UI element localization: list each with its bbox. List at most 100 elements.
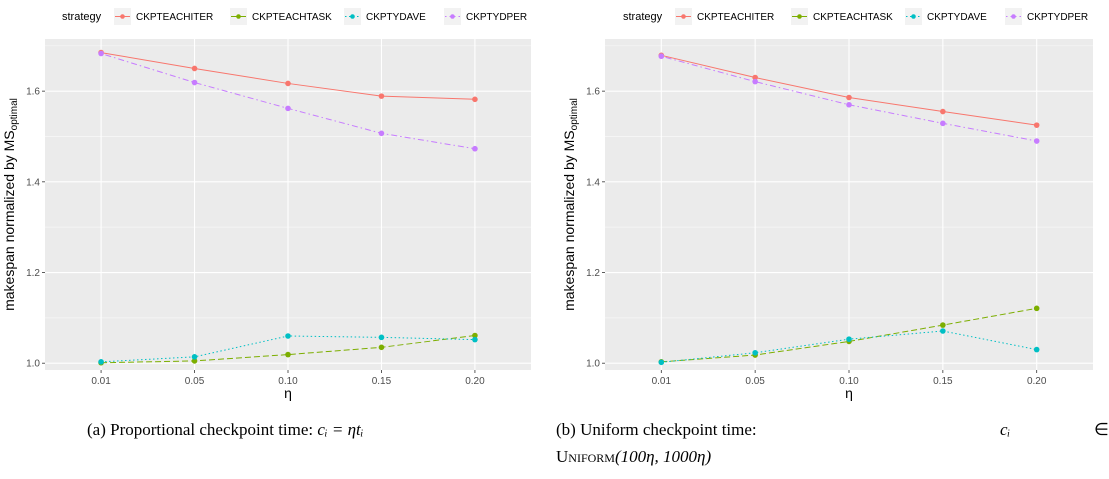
legend-entry: CKPTYDAVE bbox=[905, 8, 987, 25]
legend-label: CKPTEACHTASK bbox=[813, 12, 893, 23]
legend-label: CKPTEACHITER bbox=[697, 12, 774, 23]
x-tick-label: 0.01 bbox=[652, 376, 672, 387]
data-point bbox=[658, 53, 665, 60]
data-point bbox=[1033, 138, 1040, 144]
y-tick-label: 1.2 bbox=[586, 268, 600, 279]
series-ckptydper bbox=[98, 50, 478, 152]
x-tick-label: 0.15 bbox=[372, 376, 392, 387]
caption-b: (b) Uniform checkpoint time: cᵢ ∈ Unifor… bbox=[556, 420, 1109, 466]
caption-b-uniform: Uniform bbox=[556, 447, 615, 466]
series-line bbox=[661, 307, 1037, 363]
caption-a: (a) Proportional checkpoint time: cᵢ = η… bbox=[87, 420, 363, 439]
legend-key-point bbox=[911, 14, 916, 19]
x-tick-label: 0.20 bbox=[465, 376, 485, 387]
y-axis-title-sub: optimal bbox=[569, 98, 580, 130]
legend-key-point bbox=[350, 14, 355, 19]
data-point bbox=[940, 108, 946, 115]
data-point bbox=[191, 79, 198, 86]
legend-label: CKPTYDAVE bbox=[927, 12, 987, 23]
caption-b-prefix: (b) Uniform checkpoint time: bbox=[556, 420, 757, 439]
legend-entry: CKPTEACHTASK bbox=[230, 8, 332, 25]
legend-entry: CKPTYDAVE bbox=[344, 8, 426, 25]
caption-b-elem: ∈ bbox=[1094, 420, 1109, 439]
x-tick-label: 0.01 bbox=[91, 376, 111, 387]
caption-b-range: (100η, 1000η) bbox=[615, 447, 712, 466]
y-axis-title-sub: optimal bbox=[9, 98, 20, 130]
legend-entry: CKPTEACHTASK bbox=[791, 8, 893, 25]
y-tick-label: 1.4 bbox=[26, 177, 40, 188]
data-point bbox=[285, 351, 291, 358]
x-tick-label: 0.20 bbox=[1027, 376, 1047, 387]
x-axis-title: η bbox=[284, 385, 292, 401]
x-tick-label: 0.10 bbox=[278, 376, 298, 387]
data-point bbox=[378, 334, 385, 341]
data-point bbox=[191, 354, 198, 360]
legend-right: strategy CKPTEACHITER CKPTEACHTASK CKPTYDA… bbox=[623, 8, 1088, 25]
legend-entry: CKPTYDPER bbox=[1005, 8, 1088, 25]
y-tick-label: 1.4 bbox=[586, 177, 600, 188]
data-point bbox=[378, 344, 385, 351]
data-point bbox=[940, 328, 946, 334]
data-point bbox=[846, 94, 852, 101]
data-point bbox=[1033, 346, 1040, 353]
data-point bbox=[285, 333, 291, 339]
y-axis-title: makespan normalized by MSoptimal bbox=[1, 98, 20, 311]
data-point bbox=[472, 145, 478, 152]
data-point bbox=[752, 74, 758, 81]
y-tick-label: 1.2 bbox=[26, 268, 40, 279]
data-point bbox=[98, 50, 104, 57]
data-point bbox=[752, 78, 758, 85]
chart-panel-a: 1.0 1.2 1.4 1.6 0.01 0.05 0.10 0.15 0.20 η makespa… bbox=[1, 39, 531, 401]
data-point bbox=[378, 130, 385, 137]
x-tick-label: 0.05 bbox=[185, 376, 205, 387]
x-tick-label: 0.10 bbox=[839, 376, 859, 387]
data-point bbox=[98, 359, 104, 365]
data-point bbox=[472, 332, 478, 339]
y-tick-label: 1.0 bbox=[26, 359, 40, 370]
caption-a-math: cᵢ = ηtᵢ bbox=[317, 420, 363, 439]
legend-label: CKPTEACHITER bbox=[136, 12, 213, 23]
caption-b-ci: cᵢ bbox=[1000, 420, 1010, 439]
y-axis-title-main: makespan normalized by MS bbox=[1, 130, 17, 311]
x-axis-title: η bbox=[845, 385, 853, 401]
legend-title: strategy bbox=[62, 11, 102, 23]
legend-entry: CKPTEACHITER bbox=[114, 8, 213, 25]
data-point bbox=[1033, 305, 1040, 312]
legend-entry: CKPTYDPER bbox=[444, 8, 527, 25]
data-point bbox=[191, 358, 198, 364]
gridlines bbox=[605, 39, 1093, 370]
legend-title: strategy bbox=[623, 11, 663, 23]
data-point bbox=[378, 93, 385, 99]
legend-label: CKPTYDPER bbox=[466, 12, 527, 23]
legend-left: strategy CKPTEACHITER CKPTEACHTASK CKPTYDA… bbox=[62, 8, 527, 25]
y-tick-label: 1.6 bbox=[586, 87, 600, 98]
series-ckptydave bbox=[98, 333, 478, 365]
data-point bbox=[752, 349, 758, 356]
x-tick-label: 0.15 bbox=[933, 376, 953, 387]
legend-key-point bbox=[1011, 14, 1016, 19]
data-point bbox=[285, 105, 291, 112]
data-point bbox=[658, 359, 665, 366]
data-point bbox=[191, 65, 198, 72]
data-point bbox=[472, 96, 478, 103]
data-point bbox=[846, 336, 852, 342]
data-point bbox=[846, 101, 852, 108]
y-axis-title: makespan normalized by MSoptimal bbox=[561, 98, 580, 311]
legend-key-point bbox=[450, 14, 455, 19]
legend-label: CKPTYDAVE bbox=[366, 12, 426, 23]
data-point bbox=[940, 120, 946, 127]
series-ckptydper bbox=[658, 53, 1040, 144]
svg-text:Uniform(100η, 1000η): Uniform(100η, 1000η) bbox=[556, 447, 711, 466]
legend-entry: CKPTEACHITER bbox=[675, 8, 774, 25]
caption-a-prefix: (a) Proportional checkpoint time: bbox=[87, 420, 317, 439]
chart-panel-b: 1.0 1.2 1.4 1.6 0.01 0.05 0.10 0.15 0.20 η makespa… bbox=[561, 39, 1093, 401]
legend-key-point bbox=[120, 14, 125, 19]
y-tick-label: 1.6 bbox=[26, 87, 40, 98]
y-tick-label: 1.0 bbox=[586, 359, 600, 370]
legend-key-point bbox=[236, 14, 241, 19]
data-point bbox=[285, 80, 291, 87]
legend-key-point bbox=[797, 14, 802, 19]
data-point bbox=[1033, 122, 1040, 128]
series-ckptydave bbox=[658, 328, 1040, 366]
